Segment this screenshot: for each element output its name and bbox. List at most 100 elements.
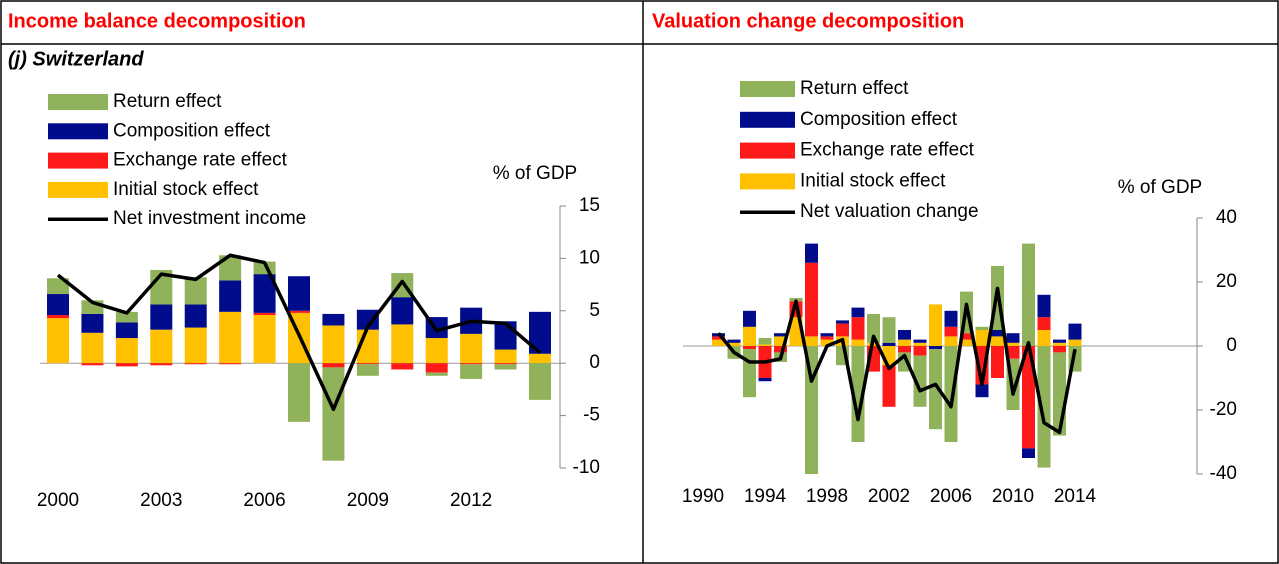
bar-segment <box>115 322 138 339</box>
bar-segment <box>1068 323 1082 340</box>
bar-segment <box>867 314 880 343</box>
bar-segment <box>929 346 942 350</box>
bar-segment <box>1022 346 1035 449</box>
bar-segment <box>1022 243 1035 346</box>
bar-segment <box>391 297 414 325</box>
bar-segment <box>758 344 772 346</box>
bar-segment <box>1053 339 1066 343</box>
bar-segment <box>184 304 207 328</box>
legend-label: Initial stock effect <box>800 170 946 191</box>
bar-segment <box>460 333 483 364</box>
bar-segment <box>150 304 173 330</box>
x-tick-label: 1998 <box>806 486 848 507</box>
bar-segment <box>882 365 896 407</box>
y-tick-label: 5 <box>589 300 600 321</box>
x-tick-label: 2006 <box>243 490 285 511</box>
bar-segment <box>774 336 787 346</box>
bar-segment <box>851 307 865 318</box>
bar-segment <box>1037 317 1051 330</box>
legend-swatch <box>48 181 108 198</box>
bar-segment <box>743 349 756 398</box>
legend-label: Net investment income <box>113 208 306 229</box>
bar-segment <box>81 313 104 333</box>
bar-segment <box>743 310 756 327</box>
y-tick-label: -40 <box>1210 463 1237 484</box>
y-tick-label: 40 <box>1216 207 1237 228</box>
line <box>717 286 1077 435</box>
bar-segment <box>944 310 958 327</box>
bar-segment <box>944 326 958 337</box>
x-tick-label: 2009 <box>347 490 389 511</box>
bar-segment <box>820 339 834 346</box>
bar-segment <box>913 355 927 407</box>
bar-segment <box>727 339 741 343</box>
bar-segment <box>425 338 448 364</box>
bar-segment <box>494 364 517 370</box>
bar-segment <box>743 326 756 346</box>
bar-segment <box>1006 342 1020 346</box>
bar-segment <box>1068 339 1082 346</box>
legend-swatch <box>740 173 795 190</box>
bar-segment <box>391 363 414 370</box>
x-tick-label: 2014 <box>1054 486 1097 507</box>
bar-segment <box>288 276 310 311</box>
bar-segment <box>851 346 865 442</box>
bar-segment <box>219 363 242 365</box>
bar-segment <box>288 363 310 422</box>
bar-segment <box>47 314 70 319</box>
bar-segment <box>836 320 849 324</box>
bar-segment <box>81 363 104 366</box>
bar-segment <box>1037 330 1051 346</box>
bar-segment <box>219 255 242 281</box>
bar-segment <box>150 329 173 364</box>
bar-segment <box>115 338 138 364</box>
bar-segment <box>898 346 911 353</box>
x-tick-label: 2000 <box>37 490 79 511</box>
bar-segment <box>322 363 345 368</box>
y-tick-label: 15 <box>579 195 600 216</box>
line <box>56 253 542 412</box>
bar-segment <box>758 338 772 345</box>
bar-segment <box>391 324 414 364</box>
bar-segment <box>115 311 138 323</box>
bar-segment <box>898 330 911 340</box>
bar-segment <box>944 346 958 442</box>
bar-segment <box>253 274 276 313</box>
y-tick-label: -20 <box>1210 399 1237 420</box>
bar-segment <box>1022 448 1035 458</box>
bar-segment <box>253 312 276 315</box>
legend-label: Return effect <box>800 78 909 99</box>
bar-segment <box>1053 346 1066 353</box>
legend-swatch <box>740 111 795 128</box>
x-tick-label: 2003 <box>140 490 182 511</box>
bar-segment <box>460 363 483 365</box>
bar-segment <box>929 349 942 430</box>
bar-segment <box>425 372 448 376</box>
bar-segment <box>528 353 551 364</box>
y-axis-label: % of GDP <box>1118 177 1202 198</box>
y-tick-label: 0 <box>589 352 600 373</box>
bar-segment <box>47 294 70 315</box>
legend-swatch <box>740 81 795 97</box>
legend-swatch <box>48 123 108 140</box>
x-tick-label: 2012 <box>450 490 492 511</box>
bar-segment <box>47 318 70 364</box>
bar-segment <box>184 277 207 305</box>
bar-segment <box>975 330 989 346</box>
bar-segment <box>743 346 756 350</box>
bar-segment <box>253 314 276 364</box>
bar-segment <box>960 333 973 340</box>
legend-label: Composition effect <box>800 109 958 130</box>
bar-segment <box>991 346 1004 378</box>
bar-segment <box>882 317 896 343</box>
y-tick-label: -10 <box>573 457 600 478</box>
bar-segment <box>528 311 551 354</box>
bar-segment <box>913 339 927 343</box>
panel-title: Income balance decomposition <box>8 10 306 32</box>
bar-segment <box>115 363 138 367</box>
bar-segment <box>898 339 911 346</box>
x-tick-label: 2010 <box>992 486 1034 507</box>
bar-segment <box>1037 346 1051 468</box>
bar-segment <box>836 323 849 337</box>
